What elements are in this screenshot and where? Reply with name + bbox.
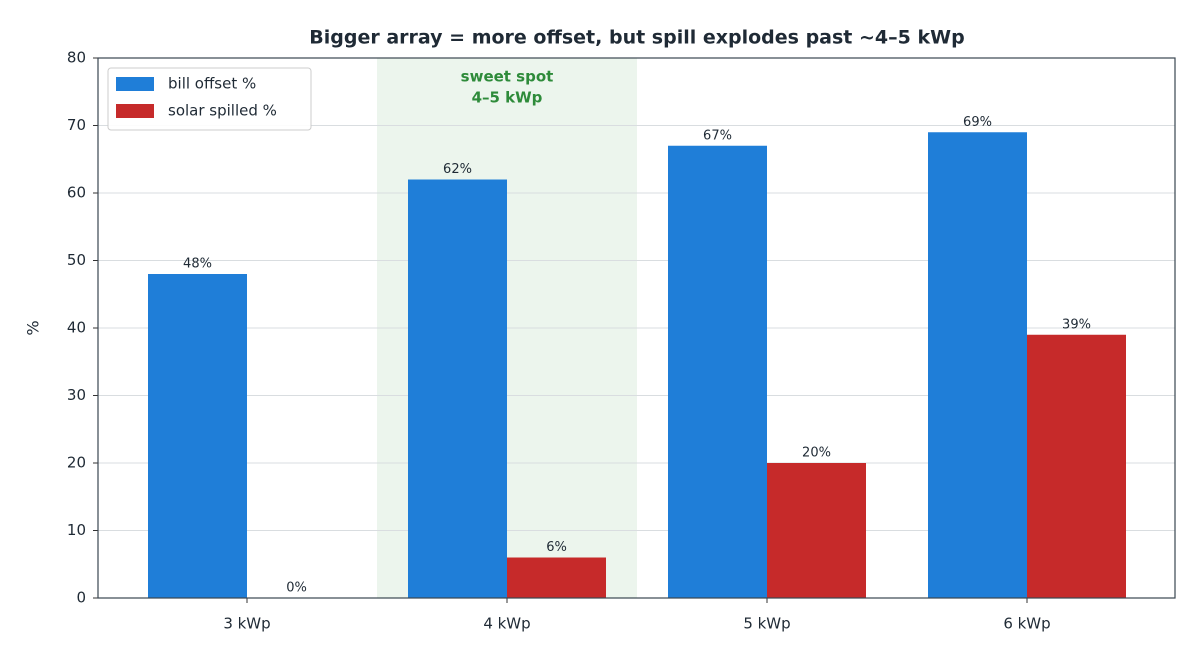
bar [668, 145, 767, 598]
bar [507, 557, 606, 598]
y-tick-label: 20 [67, 454, 86, 472]
value-label: 6% [546, 540, 567, 555]
y-axis-label: % [24, 320, 43, 335]
y-tick-label: 60 [67, 184, 86, 202]
x-tick-label: 3 kWp [223, 615, 270, 633]
annotation: sweet spot [461, 68, 554, 86]
legend-label: bill offset % [168, 75, 256, 93]
bar [408, 179, 507, 598]
y-tick-label: 70 [67, 116, 86, 134]
y-tick-label: 30 [67, 386, 86, 404]
value-label: 48% [183, 257, 212, 272]
legend-swatch [116, 77, 154, 91]
chart-title: Bigger array = more offset, but spill ex… [309, 27, 964, 49]
y-tick-label: 0 [76, 589, 86, 607]
legend-box [107, 67, 312, 131]
y-tick-label: 10 [67, 521, 86, 539]
y-tick-label: 80 [67, 49, 86, 67]
y-tick-label: 40 [67, 319, 86, 337]
value-label: 20% [802, 446, 831, 461]
x-tick-label: 6 kWp [1003, 615, 1050, 633]
bar [767, 463, 866, 598]
value-label: 69% [963, 115, 992, 130]
bar [1027, 334, 1126, 598]
bar [148, 274, 247, 598]
value-label: 0% [286, 581, 307, 596]
x-tick-label: 5 kWp [743, 615, 790, 633]
annotation: 4–5 kWp [472, 89, 543, 107]
value-label: 62% [443, 162, 472, 177]
plot-frame [97, 57, 1176, 599]
value-label: 67% [703, 128, 732, 143]
legend-label: solar spilled % [168, 102, 277, 120]
y-tick-label: 50 [67, 251, 86, 269]
legend-swatch [116, 104, 154, 118]
bar [928, 132, 1027, 598]
x-tick-label: 4 kWp [483, 615, 530, 633]
value-label: 39% [1062, 317, 1091, 332]
